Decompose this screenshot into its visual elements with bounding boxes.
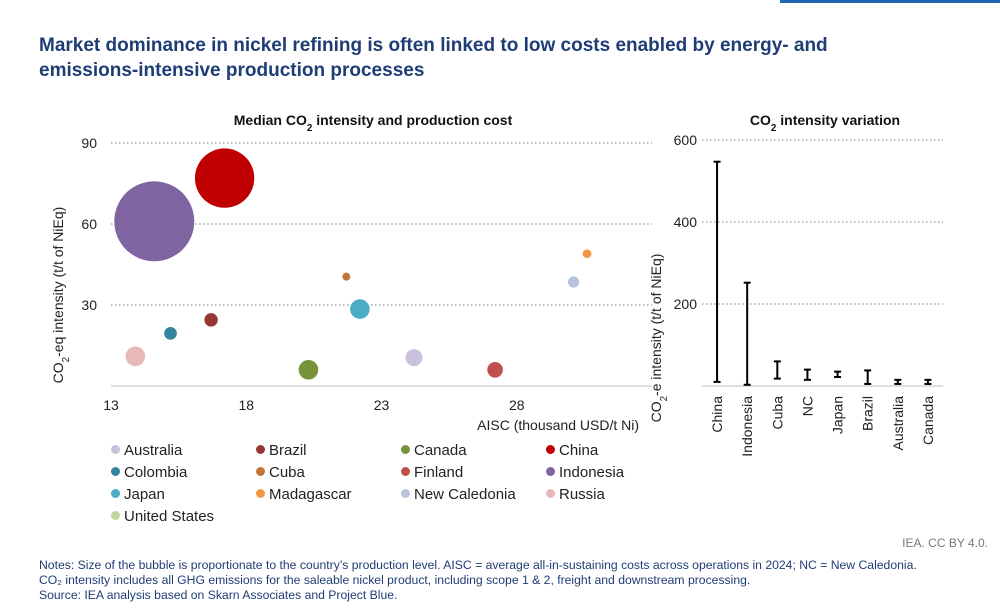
bubble-x-tick-label: 18 (238, 397, 254, 413)
bubble-chart: 30 60 90 13 18 23 28 Median CO2 intensity and … (50, 112, 652, 433)
bubble-x-tick-label: 13 (103, 397, 119, 413)
legend-marker (401, 489, 410, 498)
bubble-x-tick-label: 23 (374, 397, 390, 413)
range-x-tick-label: Canada (920, 396, 936, 445)
legend-label: Finland (414, 464, 464, 481)
bubble-cuba (342, 272, 351, 281)
legend-label: Madagascar (269, 486, 352, 503)
bubble-canada (298, 360, 319, 380)
legend-label: Japan (124, 486, 165, 503)
range-bar-cuba (773, 360, 781, 380)
range-y-tick-label: 600 (674, 132, 698, 148)
legend-label: Cuba (269, 464, 305, 481)
bubble-y-tick-label: 90 (81, 135, 97, 151)
range-x-tick-label: China (709, 396, 725, 433)
range-chart-y-label: CO2-e intensity (t/t of NiEq) (648, 254, 670, 423)
legend-label: Australia (124, 442, 183, 459)
legend-item: Colombia (111, 463, 187, 483)
bubble-y-tick-label: 60 (81, 216, 97, 232)
legend-item: Japan (111, 485, 165, 505)
legend-item: Canada (401, 441, 467, 461)
top-accent-bar (780, 0, 1000, 3)
legend-marker (111, 489, 120, 498)
legend-label: Canada (414, 442, 467, 459)
notes-line-2: CO₂ intensity includes all GHG emissions… (39, 573, 751, 587)
legend-item: Cuba (256, 463, 305, 483)
range-bar-indonesia (743, 281, 751, 386)
legend-item: Finland (401, 463, 463, 483)
range-x-tick-label: Brazil (860, 396, 876, 431)
range-chart-title: CO2 intensity variation (750, 112, 900, 134)
bubble-colombia (164, 327, 177, 340)
range-bar-australia (894, 378, 902, 385)
range-bar-nc (803, 368, 811, 381)
bubble-russia (125, 346, 146, 367)
bubble-y-tick-label: 30 (81, 297, 97, 313)
range-bar-japan (834, 370, 842, 378)
legend-label: United States (124, 508, 215, 525)
page-title: Market dominance in nickel refining is o… (39, 33, 969, 83)
bubble-finland (487, 362, 503, 378)
legend-label: Indonesia (559, 464, 625, 481)
bubble-brazil (204, 313, 218, 327)
legend-marker (111, 445, 120, 454)
range-bar-canada (924, 378, 932, 385)
range-x-tick-label: Indonesia (739, 396, 755, 457)
range-y-tick-label: 200 (674, 296, 698, 312)
notes-line-3: Source: IEA analysis based on Skarn Asso… (39, 588, 398, 602)
notes-line-1: Notes: Size of the bubble is proportiona… (39, 558, 917, 572)
range-y-tick-label: 400 (674, 214, 698, 230)
legend-label: China (559, 442, 599, 459)
bubble-x-tick-label: 28 (509, 397, 525, 413)
legend-label: Russia (559, 486, 605, 503)
legend-marker (256, 467, 265, 476)
legend-marker (256, 489, 265, 498)
legend-marker (546, 445, 555, 454)
bubble-chart-x-label: AISC (thousand USD/t Ni) (477, 417, 639, 433)
legend-item: Brazil (256, 441, 307, 461)
bubble-indonesia (114, 181, 195, 262)
range-x-tick-label: Japan (830, 396, 846, 434)
range-bar-brazil (864, 369, 872, 385)
legend-item: United States (111, 507, 214, 527)
legend-item: Madagascar (256, 485, 352, 505)
legend-marker (111, 467, 120, 476)
legend-marker (546, 467, 555, 476)
bubble-japan (350, 299, 370, 319)
bubble-australia (405, 349, 423, 367)
notes: Notes: Size of the bubble is proportiona… (39, 558, 989, 603)
legend-item: Indonesia (546, 463, 624, 483)
bubble-new-caledonia (567, 276, 580, 288)
legend-marker (256, 445, 265, 454)
legend-item: Australia (111, 441, 182, 461)
legend-marker (546, 489, 555, 498)
legend-marker (401, 445, 410, 454)
range-chart: 200 400 600 China Indonesia Cuba NC Japan Brazil… (648, 112, 943, 457)
legend-marker (111, 511, 120, 520)
legend-label: Colombia (124, 464, 188, 481)
legend-item: China (546, 441, 598, 461)
range-x-tick-label: Australia (890, 396, 906, 451)
bubble-chart-y-label: CO2-eq intensity (t/t of NiEq) (50, 207, 72, 384)
legend-label: New Caledonia (414, 486, 516, 503)
bubble-chart-title: Median CO2 intensity and production cost (234, 112, 513, 134)
title-line-2: emissions-intensive production processes (39, 60, 425, 81)
credit-text: IEA. CC BY 4.0. (902, 536, 988, 550)
legend-item: New Caledonia (401, 485, 516, 505)
range-x-tick-label: Cuba (769, 396, 785, 430)
legend-marker (401, 467, 410, 476)
range-x-tick-label: NC (799, 396, 815, 416)
legend-item: Russia (546, 485, 605, 505)
legend-label: Brazil (269, 442, 307, 459)
title-line-1: Market dominance in nickel refining is o… (39, 35, 828, 56)
bubble-madagascar (582, 249, 592, 259)
bubble-china (194, 148, 255, 208)
range-bar-china (713, 160, 721, 383)
